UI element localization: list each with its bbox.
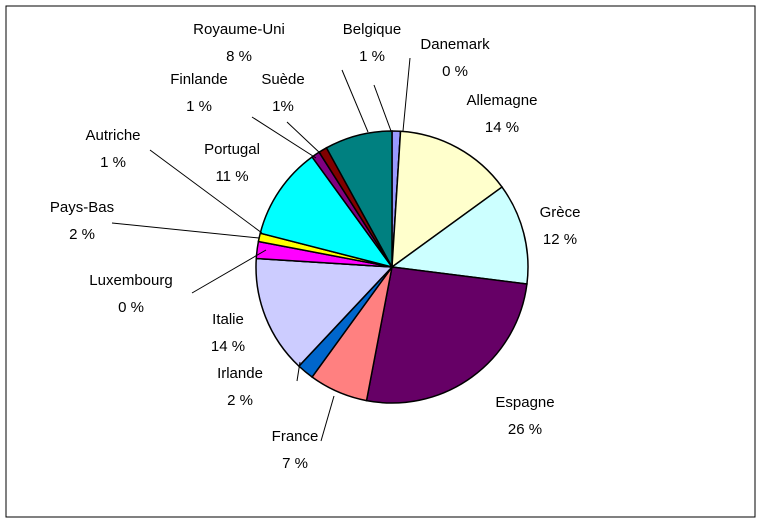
pie-slice (365, 266, 528, 404)
slice-label: Italie (212, 311, 244, 328)
slice-value-label: 2 % (227, 392, 253, 409)
slice-label: Grèce (540, 204, 581, 221)
slice-value-label: 1% (272, 98, 294, 115)
slice-value-label: 0 % (118, 299, 144, 316)
slice-value-label: 14 % (485, 119, 519, 136)
pie-slice (259, 155, 394, 269)
slice-value-label: 11 % (215, 168, 248, 185)
slice-label: Royaume-Uni (193, 21, 285, 38)
slice-label: Danemark (420, 36, 490, 53)
leader-line (286, 121, 322, 155)
slice-label: Espagne (495, 394, 554, 411)
slice-label: Suède (261, 71, 304, 88)
leader-line (251, 116, 317, 159)
slice-value-label: 7 % (282, 455, 308, 472)
pie-slice (325, 130, 393, 268)
leader-line (373, 84, 392, 132)
slice-value-label: 1 % (359, 48, 385, 65)
slice-value-label: 26 % (508, 421, 542, 438)
slice-label: Autriche (85, 127, 140, 144)
slice-value-label: 1 % (186, 98, 212, 115)
leader-line (191, 249, 267, 294)
leader-line (341, 69, 369, 133)
pie-slice (391, 130, 504, 269)
slice-label: Finlande (170, 71, 228, 88)
slice-value-label: 2 % (69, 226, 95, 243)
pie-slice (390, 186, 529, 285)
leader-line (296, 361, 301, 382)
slice-value-label: 14 % (211, 338, 245, 355)
slice-label: Luxembourg (89, 272, 172, 289)
slice-label: France (272, 428, 319, 445)
slice-value-label: 12 % (543, 231, 577, 248)
pie-slice (255, 257, 394, 368)
slice-label: Allemagne (467, 92, 538, 109)
leader-line (320, 395, 335, 442)
slice-label: Portugal (204, 141, 260, 158)
leader-line (149, 149, 263, 234)
slice-value-label: 0 % (442, 63, 468, 80)
leader-line (111, 222, 260, 239)
slice-label: Belgique (343, 21, 401, 38)
slice-value-label: 8 % (226, 48, 252, 65)
slice-label: Irlande (217, 365, 263, 382)
leader-line (402, 57, 411, 132)
slice-label: Pays-Bas (50, 199, 114, 216)
slice-value-label: 1 % (100, 154, 126, 171)
